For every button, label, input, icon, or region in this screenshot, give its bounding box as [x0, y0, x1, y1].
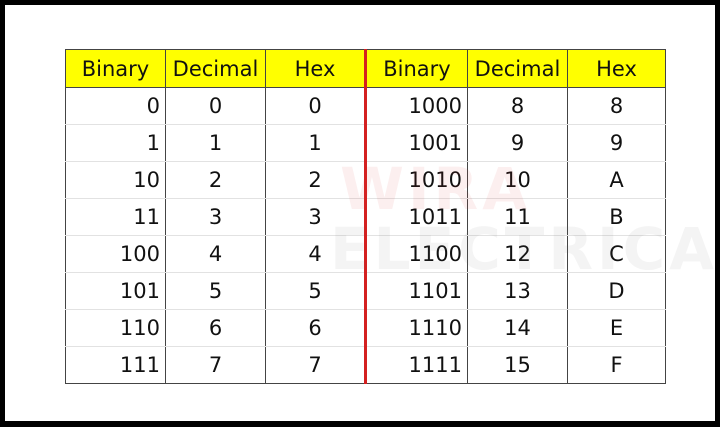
table-cell: 0: [165, 87, 266, 125]
header-hex-2: Hex: [567, 49, 666, 88]
table-cell: 10: [467, 161, 568, 199]
table-cell: E: [567, 309, 666, 347]
table-cell: 1: [165, 124, 266, 162]
table-cell: 101: [65, 272, 166, 310]
table-cell: 9: [567, 124, 666, 162]
header-decimal: Decimal: [165, 49, 266, 88]
table-cell: 14: [467, 309, 568, 347]
table-cell: 1000: [365, 87, 468, 125]
table-row: 11 3 3 1011 11 B: [65, 198, 666, 236]
table-cell: 4: [165, 235, 266, 273]
table-cell: 1110: [365, 309, 468, 347]
table-cell: 100: [65, 235, 166, 273]
table-row: 1 1 1 1001 9 9: [65, 124, 666, 162]
header-decimal-2: Decimal: [467, 49, 568, 88]
header-binary: Binary: [65, 49, 166, 88]
table-cell: 6: [165, 309, 266, 347]
table-cell: 1111: [365, 346, 468, 384]
table-cell: 15: [467, 346, 568, 384]
table-cell: 111: [65, 346, 166, 384]
table-cell: 8: [467, 87, 568, 125]
table-cell: 3: [265, 198, 367, 236]
table-cell: 2: [165, 161, 266, 199]
table-row: 100 4 4 1100 12 C: [65, 235, 666, 273]
table-cell: F: [567, 346, 666, 384]
table-cell: 1001: [365, 124, 468, 162]
table-cell: 10: [65, 161, 166, 199]
table-cell: D: [567, 272, 666, 310]
table-cell: 1010: [365, 161, 468, 199]
table-cell: C: [567, 235, 666, 273]
table-row: 110 6 6 1110 14 E: [65, 309, 666, 347]
table-cell: 1: [265, 124, 367, 162]
table-cell: 7: [165, 346, 266, 384]
table-cell: 0: [65, 87, 166, 125]
table-cell: 1101: [365, 272, 468, 310]
table-cell: 5: [265, 272, 367, 310]
header-binary-2: Binary: [365, 49, 468, 88]
table-cell: 7: [265, 346, 367, 384]
table-cell: 2: [265, 161, 367, 199]
table-cell: 5: [165, 272, 266, 310]
table-cell: 9: [467, 124, 568, 162]
header-row: Binary Decimal Hex Binary Decimal Hex: [65, 49, 666, 88]
table-cell: 8: [567, 87, 666, 125]
table-cell: B: [567, 198, 666, 236]
header-hex: Hex: [265, 49, 367, 88]
table-cell: 110: [65, 309, 166, 347]
table-cell: 6: [265, 309, 367, 347]
table-row: 101 5 5 1101 13 D: [65, 272, 666, 310]
table-cell: 3: [165, 198, 266, 236]
table-cell: 4: [265, 235, 367, 273]
table-cell: 12: [467, 235, 568, 273]
table-cell: A: [567, 161, 666, 199]
table-cell: 1: [65, 124, 166, 162]
table-cell: 1100: [365, 235, 468, 273]
table-cell: 11: [65, 198, 166, 236]
table-cell: 0: [265, 87, 367, 125]
table-row: 111 7 7 1111 15 F: [65, 346, 666, 384]
table-cell: 13: [467, 272, 568, 310]
table-cell: 11: [467, 198, 568, 236]
table-row: 10 2 2 1010 10 A: [65, 161, 666, 199]
table-row: 0 0 0 1000 8 8: [65, 87, 666, 125]
table-cell: 1011: [365, 198, 468, 236]
